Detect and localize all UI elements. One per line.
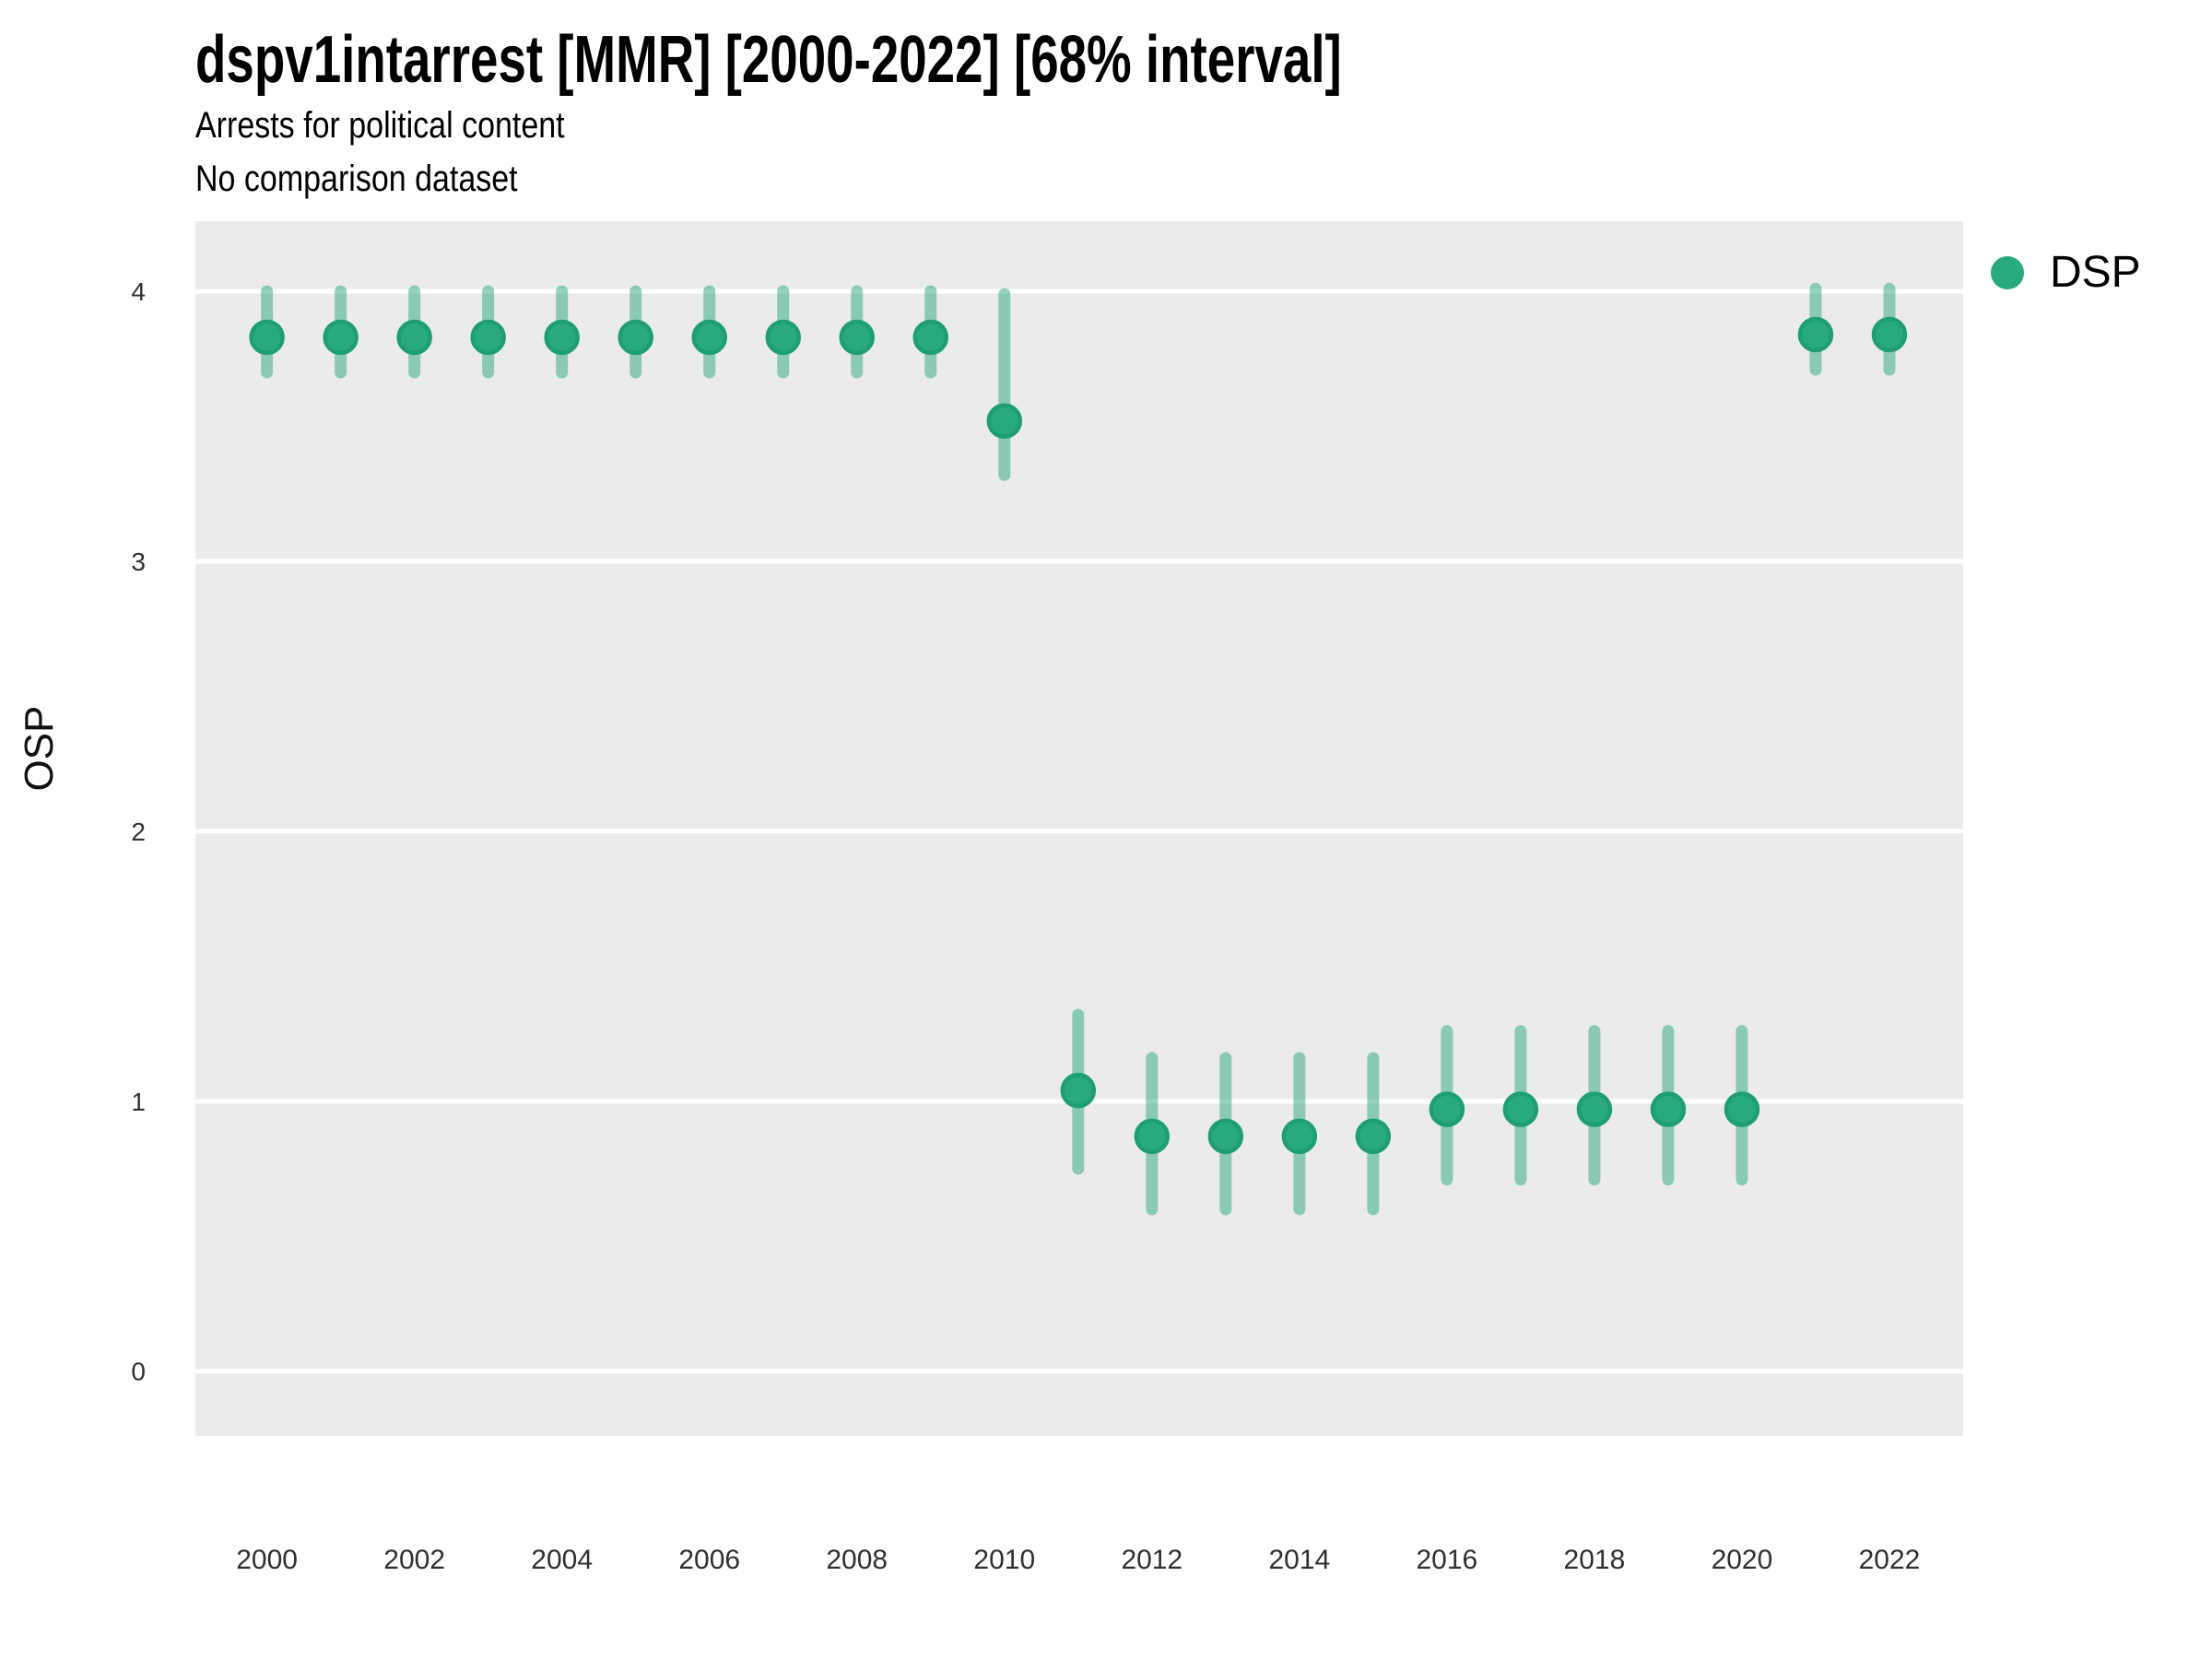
point-2006 — [691, 319, 727, 356]
point-2001 — [323, 319, 359, 356]
point-2007 — [765, 319, 801, 356]
y-tick-label-3: 3 — [131, 547, 146, 576]
y-tick-label-4: 4 — [131, 277, 146, 306]
x-tick-label-2022: 2022 — [1859, 1545, 1921, 1575]
y-tick-label-1: 1 — [131, 1088, 146, 1116]
point-2013 — [1207, 1118, 1244, 1155]
chart-subtitle: Arrests for political content — [195, 105, 565, 146]
x-tick-label-2016: 2016 — [1417, 1545, 1478, 1575]
point-2000 — [249, 319, 285, 356]
y-tick-label-2: 2 — [131, 818, 146, 846]
point-2016 — [1429, 1091, 1465, 1127]
x-tick-label-2010: 2010 — [973, 1545, 1035, 1575]
point-2010 — [986, 403, 1023, 439]
point-2022 — [1871, 316, 1908, 353]
point-2008 — [839, 319, 875, 356]
point-2015 — [1355, 1118, 1392, 1155]
panel-background — [195, 221, 1963, 1436]
x-tick-label-2012: 2012 — [1121, 1545, 1182, 1575]
x-tick-label-2002: 2002 — [383, 1545, 445, 1575]
legend-marker-dsp — [1991, 255, 2024, 289]
chart-title: dspv1intarrest [MMR] [2000-2022] [68% in… — [195, 23, 1342, 97]
chart-note: No comparison dataset — [195, 159, 518, 199]
point-2019 — [1650, 1091, 1687, 1127]
legend: DSP — [1991, 247, 2141, 298]
point-2011 — [1060, 1072, 1097, 1109]
point-2004 — [544, 319, 580, 356]
legend-label-dsp: DSP — [2050, 248, 2141, 297]
point-2003 — [470, 319, 506, 356]
point-2017 — [1502, 1091, 1539, 1127]
point-2014 — [1281, 1118, 1318, 1155]
point-2009 — [912, 319, 949, 356]
point-2012 — [1134, 1118, 1171, 1155]
x-tick-label-2006: 2006 — [678, 1545, 740, 1575]
x-tick-label-2014: 2014 — [1268, 1545, 1330, 1575]
point-2005 — [618, 319, 653, 356]
point-2021 — [1797, 316, 1834, 353]
point-2020 — [1724, 1091, 1760, 1127]
y-tick-label-0: 0 — [131, 1358, 146, 1386]
x-tick-label-2004: 2004 — [531, 1545, 593, 1575]
x-tick-label-2008: 2008 — [826, 1545, 888, 1575]
x-tick-label-2018: 2018 — [1564, 1545, 1626, 1575]
point-2002 — [396, 319, 432, 356]
x-tick-label-2020: 2020 — [1712, 1545, 1773, 1575]
x-tick-label-2000: 2000 — [236, 1545, 298, 1575]
point-2018 — [1576, 1091, 1613, 1127]
